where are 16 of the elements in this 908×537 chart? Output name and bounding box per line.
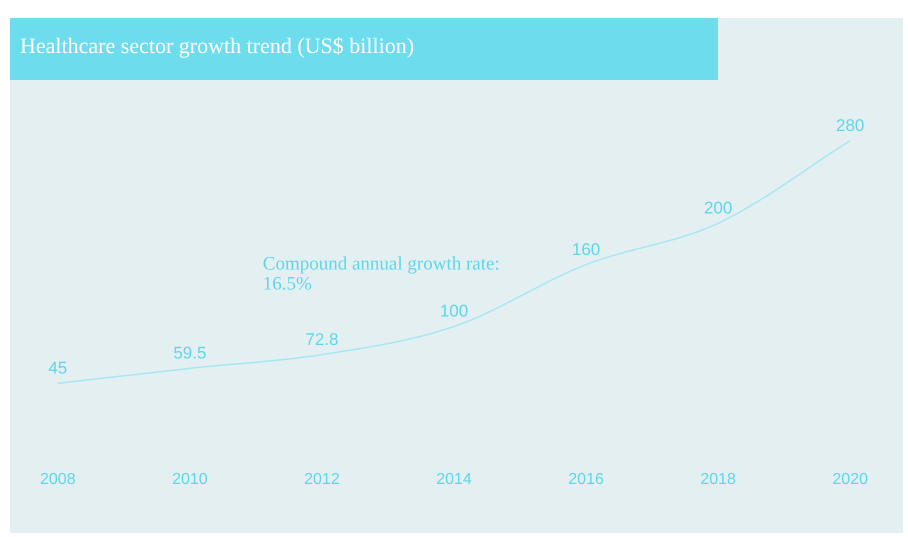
data-label: 160 [572,240,600,259]
x-tick-label: 2012 [304,470,340,488]
chart-title: Healthcare sector growth trend (US$ billion) [10,18,718,80]
data-label: 100 [440,302,468,321]
x-tick-label: 2008 [40,470,76,488]
data-label: 59.5 [173,344,206,363]
x-tick-label: 2014 [436,470,472,488]
annotation: Compound annual growth rate: 16.5% [262,253,500,294]
data-label: 72.8 [305,330,338,349]
x-tick-label: 2010 [172,470,208,488]
x-tick-label: 2016 [568,470,604,488]
x-tick-label: 2020 [832,470,868,488]
x-tick-label: 2018 [700,470,736,488]
data-label: 200 [704,198,732,218]
data-label: 45 [48,358,68,378]
data-label: 280 [836,116,864,135]
